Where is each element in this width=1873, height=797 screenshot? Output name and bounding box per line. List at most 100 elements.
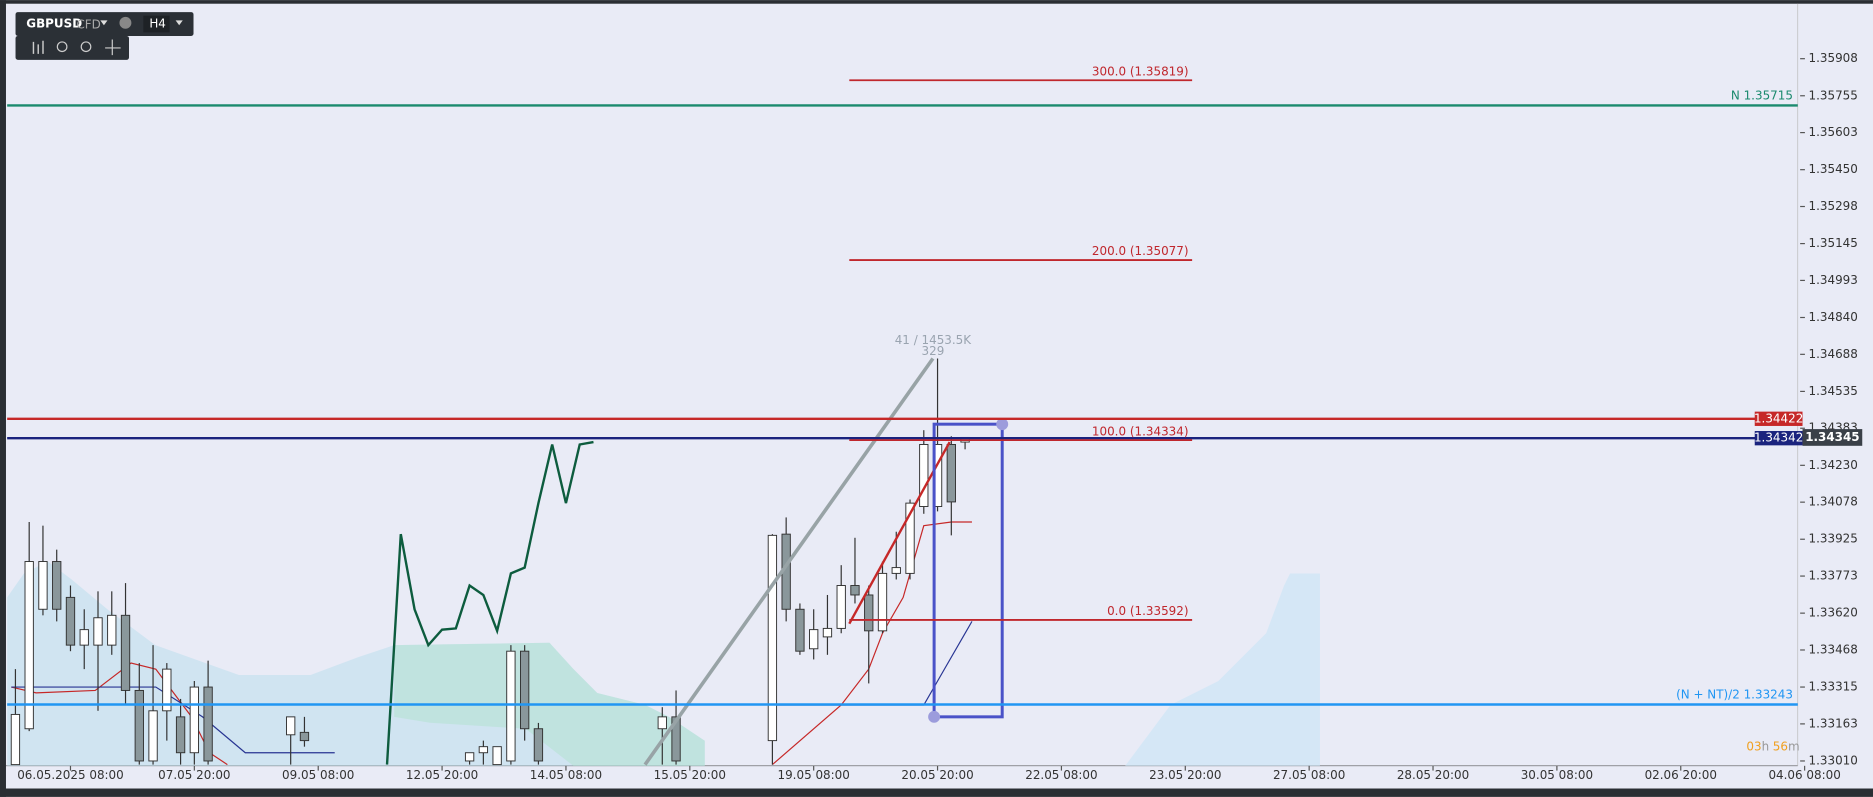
timeframe[interactable]: H4 [149, 17, 166, 31]
candle-body [850, 585, 860, 596]
candle-body [203, 686, 213, 762]
candle-body [52, 561, 62, 610]
zoom-in-icon[interactable] [80, 41, 92, 53]
fib-label: 0.0 (1.33592) [1107, 604, 1188, 618]
x-tick-label: 02.06 20:00 [1645, 768, 1717, 782]
symbol[interactable]: GBPUSD [26, 17, 82, 31]
y-tick-label: 1.34993 [1808, 273, 1857, 287]
candle-body [24, 561, 34, 730]
candle-body [299, 731, 310, 742]
price-badge [1754, 411, 1803, 426]
candle-body [946, 444, 956, 503]
candle-body [286, 716, 296, 736]
candle-body [864, 594, 874, 632]
candle-body [478, 746, 489, 754]
y-tick-label: 1.33315 [1808, 680, 1857, 694]
x-tick-label: 15.05 20:00 [654, 768, 726, 782]
chart-type-icon[interactable] [32, 40, 44, 54]
y-tick-label: 1.34840 [1808, 310, 1857, 324]
future-cloud [1125, 573, 1320, 766]
candle-body [919, 444, 929, 507]
y-tick-label: 1.33468 [1808, 642, 1857, 656]
zoom-out-icon[interactable] [56, 41, 68, 53]
candle-body [891, 567, 901, 574]
x-tick-label: 14.05 08:00 [530, 768, 602, 782]
x-tick-label: 19.05 08:00 [777, 768, 849, 782]
candle-body [120, 614, 131, 691]
move-icon[interactable] [105, 39, 121, 56]
candle-body [671, 716, 681, 762]
price-badge-label: 1.34422 [1754, 411, 1803, 425]
candle-body [93, 617, 103, 646]
y-tick-label: 1.35145 [1808, 236, 1857, 250]
indicator-line [385, 440, 594, 765]
handle[interactable] [928, 710, 941, 723]
annotation: 329 [922, 344, 945, 358]
x-tick-label: 23.05 20:00 [1149, 768, 1221, 782]
indicator-line [772, 521, 972, 766]
current-price-box [1802, 429, 1863, 446]
timeframe-box[interactable] [143, 15, 170, 33]
y-tick-label: 1.35298 [1808, 199, 1857, 213]
x-tick-label: 09.05 08:00 [282, 768, 354, 782]
candle-body [533, 728, 544, 762]
y-tick-label: 1.33925 [1808, 532, 1857, 546]
info-icon[interactable] [119, 16, 132, 29]
fib-label: 200.0 (1.35077) [1092, 244, 1189, 258]
y-tick-label: 1.33163 [1808, 716, 1857, 730]
candle-body [492, 746, 502, 766]
unit: m [1788, 739, 1800, 753]
candle-body [162, 668, 172, 712]
left-border [0, 0, 6, 797]
trend-line [643, 357, 935, 766]
dropdown[interactable] [175, 20, 183, 26]
y-tick-label: 1.35603 [1808, 125, 1857, 139]
x-tick-label: 30.05 08:00 [1521, 768, 1593, 782]
y-tick-label: 1.33010 [1808, 753, 1857, 767]
handle[interactable] [996, 418, 1009, 431]
candle-body [464, 752, 475, 762]
candle-body [148, 710, 158, 762]
candle-body [795, 608, 805, 652]
y-tick-label: 1.35755 [1808, 88, 1857, 102]
y-tick-label: 1.34688 [1808, 347, 1857, 361]
candle-body [10, 713, 21, 766]
candle-body [905, 502, 915, 574]
price-badge-label: 1.34342 [1754, 431, 1803, 445]
fib-label: 100.0 (1.34334) [1092, 424, 1189, 438]
annotation: 41 / 1453.5K [895, 333, 973, 347]
current-price: 1.34345 [1805, 430, 1859, 444]
level-label: N 1.35715 [1731, 88, 1793, 102]
unit: h [1762, 739, 1770, 753]
y-tick-label: 1.35908 [1808, 51, 1857, 65]
x-tick-label: 06.05.2025 08:00 [17, 768, 124, 782]
candle-body [38, 561, 48, 610]
level-label: (N + NT)/2 1.33243 [1676, 687, 1793, 701]
candle-body [107, 614, 117, 646]
y-tick-label: 1.33620 [1808, 606, 1857, 620]
y-tick-label: 1.34535 [1808, 384, 1857, 398]
hours: 03 [1746, 739, 1761, 753]
candle-body [877, 572, 888, 632]
candle-body [520, 650, 530, 730]
dropdown[interactable] [100, 20, 108, 26]
candle-body [506, 650, 516, 762]
y-tick-label: 1.34078 [1808, 495, 1857, 509]
candle-body [657, 716, 667, 730]
x-tick-label: 04.06 08:00 [1768, 768, 1840, 782]
candle-body [134, 689, 144, 762]
symbol-kind: CFD [76, 18, 100, 32]
x-tick-label: 07.05 20:00 [158, 768, 230, 782]
candle-body [809, 629, 819, 650]
toolbar: GBPUSD CFD H4 [15, 12, 194, 60]
fib-label: 300.0 (1.35819) [1092, 64, 1189, 78]
minutes: 56 [1773, 739, 1788, 753]
candle-body [65, 596, 76, 646]
selection-rect[interactable] [932, 422, 1004, 719]
candle-body [822, 627, 833, 638]
bottom-border [0, 788, 1873, 797]
x-tick-label: 12.05 20:00 [406, 768, 478, 782]
x-tick-label: 22.05 08:00 [1025, 768, 1097, 782]
